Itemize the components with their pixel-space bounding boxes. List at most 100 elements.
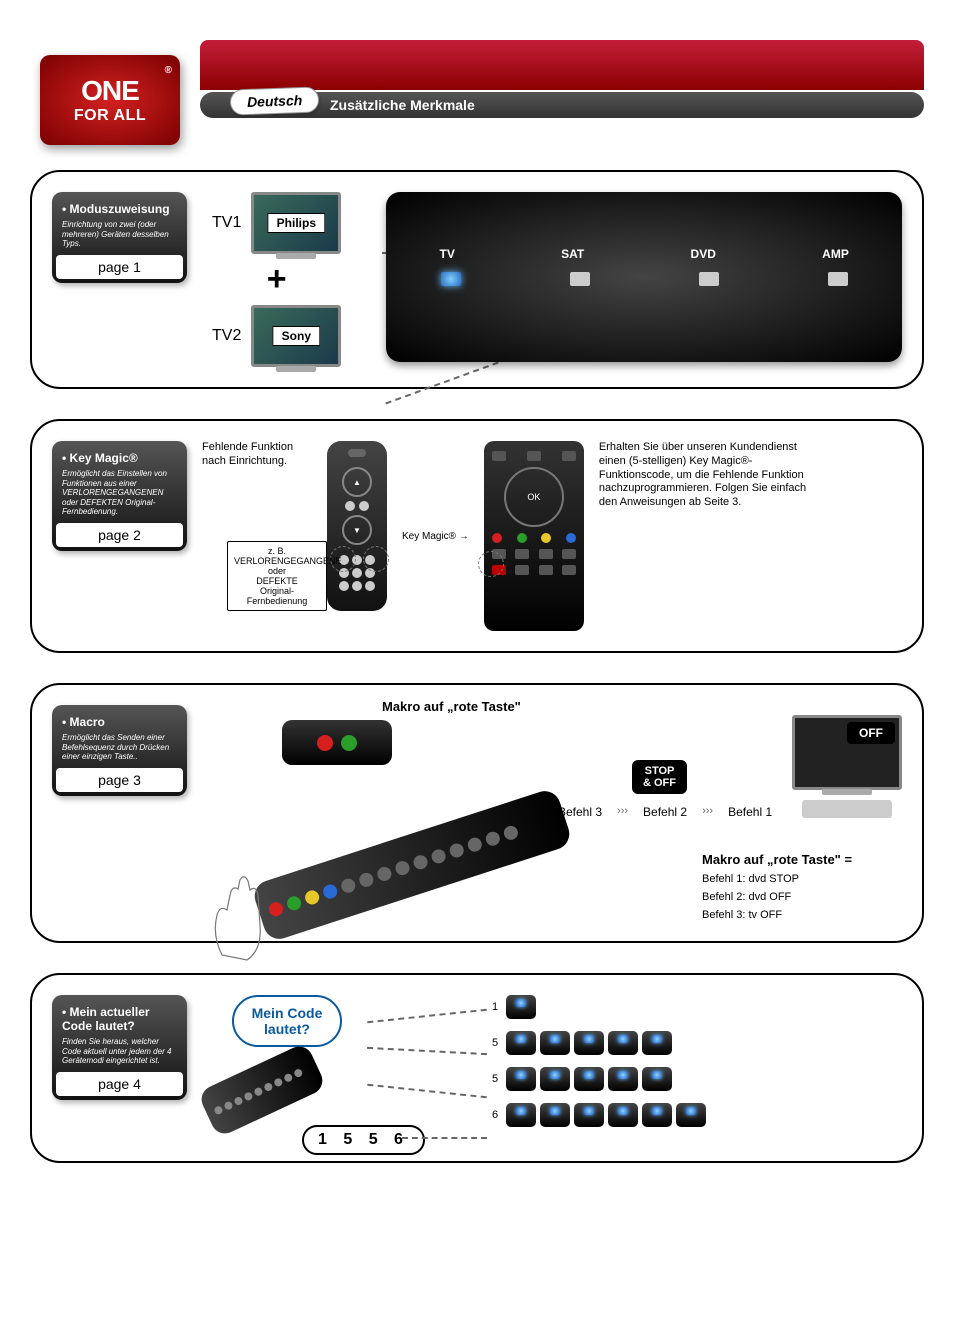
badge-title: • Macro	[62, 715, 177, 729]
tv1-row: TV1 Philips	[212, 192, 341, 254]
keymagic-instructions: Erhalten Sie über unseren Kundendienst e…	[599, 441, 809, 510]
ofa-remote-group	[484, 441, 584, 631]
badge-desc: Finden Sie heraus, welcher Code aktuell …	[62, 1037, 177, 1066]
badge-my-code: • Mein actueller Code lautet? Finden Sie…	[52, 995, 187, 1100]
blink-icon	[642, 1031, 672, 1055]
tv-off-icon: OFF	[792, 715, 902, 790]
blink-icon	[574, 1031, 604, 1055]
blink-icon	[608, 1031, 638, 1055]
page-subtitle: Zusätzliche Merkmale	[330, 97, 475, 113]
device-tv: TV	[439, 247, 454, 261]
cmd2-label: Befehl 2	[643, 805, 687, 819]
blink-icon	[540, 1067, 570, 1091]
macro-heading: Makro auf „rote Taste"	[382, 699, 521, 714]
tv1-brand: Philips	[268, 213, 325, 233]
blink-icon	[506, 1031, 536, 1055]
led-dvd	[699, 272, 719, 286]
badge-page: page 2	[56, 523, 183, 547]
count-1: 1	[492, 1001, 506, 1013]
registered-mark: ®	[165, 65, 172, 76]
blink-row-1: 1	[492, 995, 902, 1019]
count-4: 6	[492, 1109, 506, 1121]
macro-summary-1: Befehl 1: dvd STOP	[702, 873, 902, 885]
blink-icon	[540, 1103, 570, 1127]
badge-title: • Mein actueller Code lautet?	[62, 1005, 177, 1033]
device-leds	[386, 272, 902, 286]
original-remote-callout: z. B. VERLORENGEGANGENE oder DEFEKTE Ori…	[227, 541, 327, 611]
led-tv	[441, 272, 461, 286]
blink-icon	[506, 1067, 536, 1091]
panel-mode-assignment: • Moduszuweisung Einrichtung von zwei (o…	[30, 170, 924, 389]
badge-mode-assignment: • Moduszuweisung Einrichtung von zwei (o…	[52, 192, 187, 283]
brand-line1: ONE	[81, 75, 139, 107]
count-2: 5	[492, 1037, 506, 1049]
stop-off-pill: STOP & OFF	[632, 760, 687, 794]
command-wave: ››› Befehl 3 ››› Befehl 2 ››› Befehl 1	[532, 805, 772, 819]
language-pill: Deutsch	[230, 86, 320, 115]
rotated-remote-icon	[251, 787, 574, 943]
macro-summary: Makro auf „rote Taste" = Befehl 1: dvd S…	[702, 852, 902, 921]
blink-icon	[608, 1103, 638, 1127]
led-amp	[828, 272, 848, 286]
header-red-bar	[200, 40, 924, 90]
cmd1-label: Befehl 1	[728, 805, 772, 819]
panel-macro: • Macro Ermöglicht das Senden einer Befe…	[30, 683, 924, 943]
blinks-4	[506, 1103, 706, 1127]
green-button-icon	[341, 735, 357, 751]
macro-content: Makro auf „rote Taste" STOP & OFF ››› Be…	[202, 705, 902, 921]
panel-my-code: • Mein actueller Code lautet? Finden Sie…	[30, 973, 924, 1163]
tv2-row: TV2 Sony	[212, 305, 341, 367]
code-bubble: Mein Code lautet?	[232, 995, 342, 1047]
dvd-player-icon	[802, 800, 892, 818]
blink-icon	[608, 1067, 638, 1091]
keymagic-left: Fehlende Funktion nach Einrichtung.	[202, 441, 312, 469]
blink-row-2: 5	[492, 1031, 902, 1055]
blink-icon	[574, 1067, 604, 1091]
badge-title: • Moduszuweisung	[62, 202, 177, 216]
yellow-dot-icon	[541, 533, 551, 543]
original-remote-group: ▲ ▼ z. B. VERLORENGEGANGENE oder DEFEKTE…	[327, 441, 387, 611]
badge-key-magic: • Key Magic® Ermöglicht das Einstellen v…	[52, 441, 187, 551]
badge-page: page 3	[56, 768, 183, 792]
device-strip: TV SAT DVD AMP	[386, 192, 902, 362]
nav-wheel-icon	[504, 467, 564, 527]
count-3: 5	[492, 1073, 506, 1085]
badge-page: page 4	[56, 1072, 183, 1096]
dashed-connector-2	[385, 362, 498, 405]
dash-4	[402, 1137, 487, 1139]
blink-icon	[642, 1067, 672, 1091]
macro-summary-3: Befehl 3: tv OFF	[702, 909, 902, 921]
green-dot-icon	[517, 533, 527, 543]
blue-dot-icon	[566, 533, 576, 543]
code-content: Mein Code lautet? 1 5 5 6 1 5 5	[202, 995, 902, 1141]
blinks-2	[506, 1031, 672, 1055]
tv-stack: TV1 Philips + TV2 Sony	[212, 192, 341, 367]
hand-icon	[192, 855, 292, 975]
brand-logo: ® ONE FOR ALL	[40, 55, 180, 145]
dash-1	[367, 1009, 487, 1024]
tv2-label: TV2	[212, 327, 241, 345]
badge-macro: • Macro Ermöglicht das Senden einer Befe…	[52, 705, 187, 796]
blink-icon	[506, 995, 536, 1019]
tv1-icon: Philips	[251, 192, 341, 254]
plus-icon: +	[267, 260, 287, 299]
tv-off-group: OFF	[792, 715, 902, 818]
badge-desc: Einrichtung von zwei (oder mehreren) Ger…	[62, 220, 177, 249]
brand-line2: FOR ALL	[74, 107, 146, 125]
missing-key-circle-2	[363, 546, 389, 572]
device-dvd: DVD	[691, 247, 716, 261]
page-header: ® ONE FOR ALL Zusätzliche Merkmale Deuts…	[30, 40, 924, 140]
ofa-remote-icon	[484, 441, 584, 631]
led-sat	[570, 272, 590, 286]
blinks-3	[506, 1067, 672, 1091]
missing-function-text: Fehlende Funktion nach Einrichtung.	[202, 441, 312, 469]
code-remote-icon	[197, 1042, 327, 1138]
tv1-label: TV1	[212, 214, 241, 232]
tv2-icon: Sony	[251, 305, 341, 367]
badge-page: page 1	[56, 255, 183, 279]
macro-top-remote-icon	[282, 720, 392, 765]
blink-icon	[642, 1103, 672, 1127]
tv2-brand: Sony	[273, 326, 320, 346]
code-digits: 1 5 5 6	[302, 1125, 425, 1155]
red-dot-icon	[492, 533, 502, 543]
